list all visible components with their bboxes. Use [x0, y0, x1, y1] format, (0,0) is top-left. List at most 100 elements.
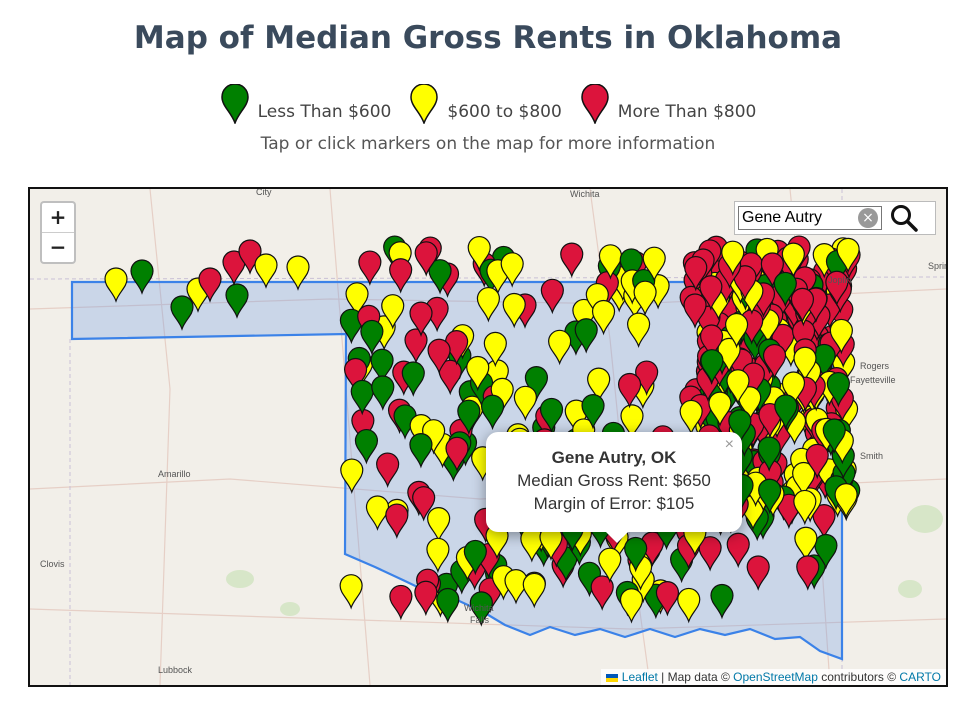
rent-marker[interactable] — [581, 394, 605, 430]
rent-marker[interactable] — [513, 385, 537, 422]
rent-marker[interactable] — [389, 258, 413, 294]
rent-marker[interactable] — [540, 278, 564, 315]
rent-marker[interactable] — [738, 386, 762, 422]
rent-marker[interactable] — [572, 298, 596, 335]
rent-marker[interactable] — [339, 308, 363, 345]
rent-marker[interactable] — [724, 313, 749, 349]
rent-marker[interactable] — [793, 489, 817, 526]
rent-marker[interactable] — [560, 242, 584, 279]
rent-marker[interactable] — [825, 270, 849, 307]
rent-marker[interactable] — [642, 246, 666, 283]
rent-marker[interactable] — [457, 399, 481, 436]
rent-marker[interactable] — [619, 248, 643, 284]
rent-marker[interactable] — [539, 397, 564, 434]
rent-marker[interactable] — [710, 583, 734, 620]
rent-marker[interactable] — [104, 267, 128, 303]
rent-marker[interactable] — [617, 372, 642, 409]
rent-marker[interactable] — [354, 429, 379, 465]
rent-marker[interactable] — [679, 399, 703, 436]
rent-marker[interactable] — [436, 587, 460, 624]
rent-marker[interactable] — [834, 483, 858, 519]
rent-marker[interactable] — [773, 271, 797, 308]
rent-marker[interactable] — [655, 581, 680, 617]
openstreetmap-link[interactable]: OpenStreetMap — [733, 670, 818, 684]
rent-marker[interactable] — [598, 244, 623, 280]
rent-marker[interactable] — [726, 369, 750, 405]
rent-marker[interactable] — [130, 259, 154, 295]
rent-marker[interactable] — [762, 344, 787, 380]
rent-marker[interactable] — [401, 361, 425, 397]
rent-marker[interactable] — [700, 349, 724, 385]
rent-marker[interactable] — [480, 394, 505, 431]
rent-marker[interactable] — [721, 240, 745, 277]
zoom-in-button[interactable]: + — [49, 205, 67, 229]
rent-marker[interactable] — [376, 452, 400, 488]
rent-marker[interactable] — [340, 458, 364, 494]
rent-marker[interactable] — [726, 532, 750, 569]
rent-marker[interactable] — [728, 409, 752, 445]
rent-marker[interactable] — [792, 461, 816, 498]
rent-marker[interactable] — [697, 305, 721, 342]
rent-marker[interactable] — [826, 372, 850, 408]
zoom-out-button[interactable]: − — [42, 232, 74, 262]
rent-marker[interactable] — [343, 357, 368, 394]
rent-marker[interactable] — [781, 371, 806, 407]
rent-marker[interactable] — [699, 324, 724, 360]
rent-marker[interactable] — [591, 299, 616, 336]
rent-marker[interactable] — [404, 328, 428, 364]
rent-marker[interactable] — [836, 237, 860, 274]
rent-marker[interactable] — [370, 348, 394, 385]
rent-marker[interactable] — [371, 375, 395, 411]
rent-marker[interactable] — [286, 255, 310, 291]
rent-marker[interactable] — [222, 250, 246, 286]
rent-marker[interactable] — [633, 280, 657, 317]
rent-marker[interactable] — [358, 250, 382, 286]
rent-marker[interactable] — [794, 526, 818, 563]
rent-marker[interactable] — [445, 436, 469, 473]
rent-marker[interactable] — [502, 292, 526, 329]
rent-marker[interactable] — [829, 318, 853, 355]
rent-marker[interactable] — [626, 312, 651, 349]
rent-marker[interactable] — [699, 275, 723, 311]
rent-marker[interactable] — [414, 241, 438, 277]
rent-marker[interactable] — [812, 504, 836, 540]
search-input[interactable] — [738, 206, 882, 230]
rent-marker[interactable] — [624, 536, 648, 573]
rent-marker[interactable] — [598, 547, 622, 584]
rent-marker[interactable] — [345, 282, 369, 318]
rent-marker[interactable] — [339, 574, 363, 610]
rent-marker[interactable] — [822, 418, 846, 454]
rent-marker[interactable] — [757, 436, 781, 472]
search-icon[interactable] — [890, 204, 918, 232]
rent-marker[interactable] — [466, 355, 490, 392]
rent-marker[interactable] — [389, 584, 413, 621]
rent-marker[interactable] — [587, 367, 611, 403]
leaflet-link[interactable]: Leaflet — [621, 670, 658, 684]
map-container[interactable]: City Wichita Springfield Joplin Rogers F… — [28, 187, 948, 687]
rent-marker[interactable] — [438, 359, 462, 396]
rent-marker[interactable] — [774, 394, 798, 430]
rent-marker[interactable] — [385, 503, 409, 539]
rent-marker[interactable] — [254, 253, 278, 289]
rent-marker[interactable] — [500, 252, 524, 288]
rent-marker[interactable] — [412, 486, 436, 522]
rent-marker[interactable] — [684, 256, 708, 292]
rent-marker[interactable] — [427, 507, 451, 543]
rent-marker[interactable] — [350, 379, 374, 416]
rent-marker[interactable] — [198, 267, 222, 303]
rent-marker[interactable] — [758, 403, 782, 439]
rent-marker[interactable] — [428, 259, 452, 295]
rent-marker[interactable] — [574, 318, 598, 354]
rent-marker[interactable] — [805, 443, 829, 480]
rent-marker[interactable] — [814, 533, 838, 570]
rent-marker[interactable] — [170, 295, 194, 331]
rent-marker[interactable] — [620, 404, 644, 440]
rent-marker[interactable] — [414, 580, 438, 617]
rent-marker[interactable] — [409, 433, 433, 469]
rent-marker[interactable] — [409, 301, 433, 337]
rent-marker[interactable] — [733, 265, 757, 301]
rent-marker[interactable] — [683, 293, 707, 329]
rent-marker[interactable] — [381, 294, 405, 330]
rent-marker[interactable] — [746, 555, 770, 591]
rent-marker[interactable] — [427, 338, 451, 375]
